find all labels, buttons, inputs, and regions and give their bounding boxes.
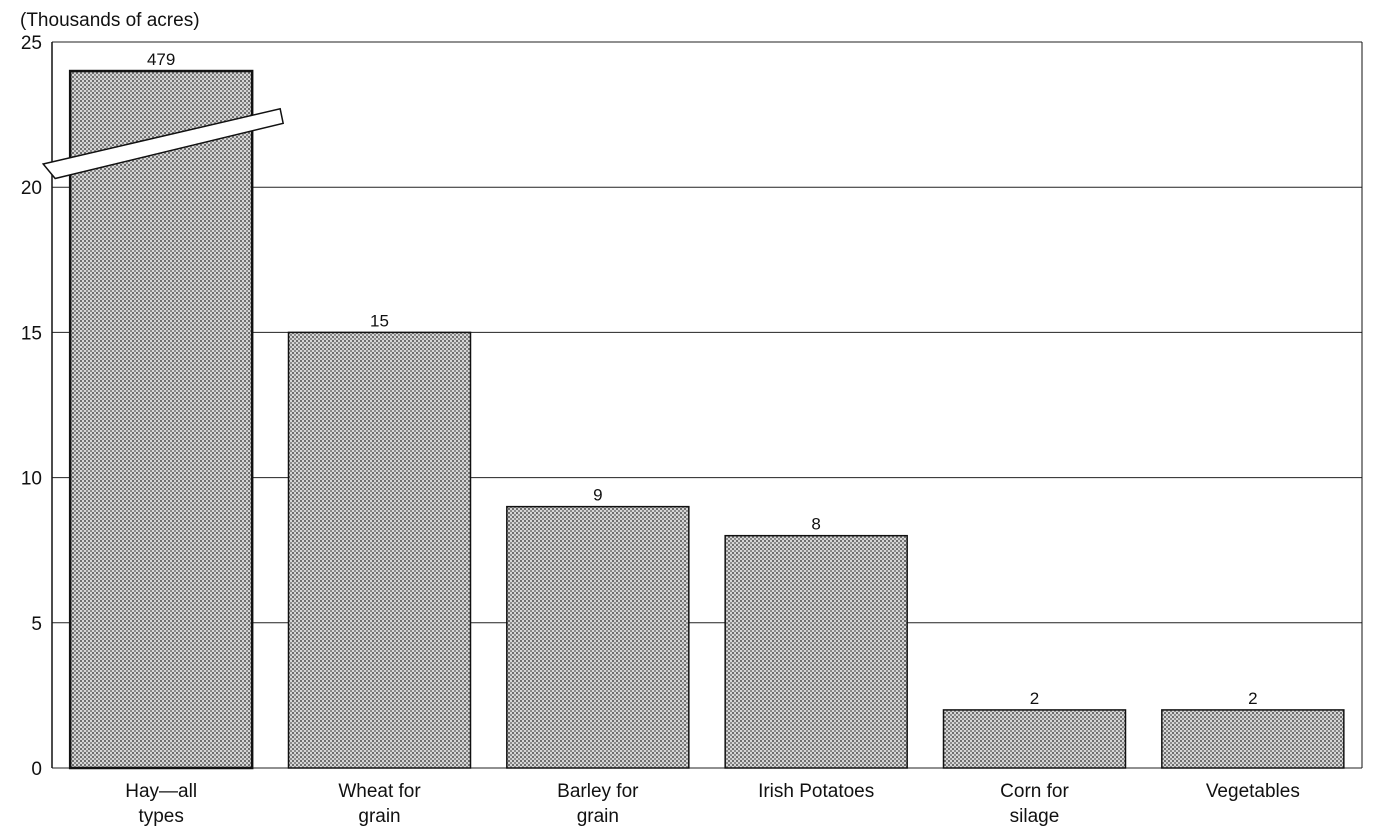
y-tick-label: 5 <box>31 614 42 635</box>
category-label: Vegetables <box>1206 781 1300 802</box>
bar-0 <box>68 69 254 770</box>
value-label: 479 <box>147 50 175 69</box>
bar-5 <box>1161 709 1345 769</box>
bar-4 <box>942 709 1127 769</box>
category-label: grain <box>358 806 400 827</box>
y-tick-label: 25 <box>21 33 42 54</box>
y-tick-label: 0 <box>31 759 42 780</box>
category-label: Hay—all <box>125 781 197 802</box>
value-labels: 479 15 9 8 2 2 <box>147 50 1258 708</box>
category-label: Irish Potatoes <box>758 781 874 802</box>
category-label: Barley for <box>557 781 639 802</box>
y-tick-label: 20 <box>21 178 42 199</box>
value-label: 2 <box>1030 689 1039 708</box>
category-labels: Hay—all types Wheat for grain Barley for grai… <box>125 781 1300 827</box>
axis-break-marker <box>41 107 285 180</box>
bars <box>41 69 1345 770</box>
y-axis-label: (Thousands of acres) <box>20 10 200 31</box>
y-tick-label: 15 <box>21 323 42 344</box>
bar-1 <box>287 331 472 769</box>
bar-3 <box>724 534 908 769</box>
y-tick-labels: 0 5 10 15 20 25 <box>21 33 42 780</box>
category-label: types <box>138 806 183 827</box>
category-label: silage <box>1010 806 1060 827</box>
y-tick-label: 10 <box>21 469 42 490</box>
value-label: 2 <box>1248 689 1257 708</box>
bar-2 <box>506 505 690 769</box>
value-label: 8 <box>811 515 820 534</box>
value-label: 15 <box>370 311 389 330</box>
category-label: Corn for <box>1000 781 1069 802</box>
category-label: grain <box>577 806 619 827</box>
value-label: 9 <box>593 486 602 505</box>
category-label: Wheat for <box>338 781 421 802</box>
